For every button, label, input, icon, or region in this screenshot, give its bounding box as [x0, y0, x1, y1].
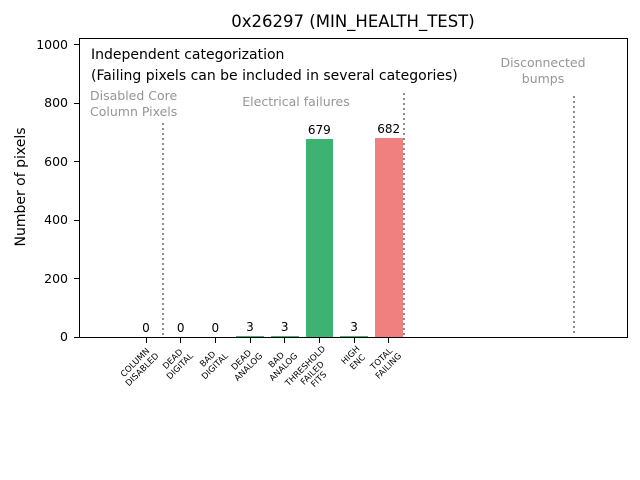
y-tick-mark [74, 219, 79, 221]
bar-value-label-dead-analog: 3 [246, 320, 254, 334]
region-label-electrical-failures: Electrical failures [242, 94, 350, 109]
x-tick-label-column-disabled: COLUMN DISABLED [119, 346, 162, 389]
y-tick-mark [74, 278, 79, 280]
region-label-disconnected-bumps: Disconnected bumps [500, 55, 586, 86]
bar-value-label-dead-digital: 0 [176, 321, 185, 335]
annotation-line1: Independent categorization [91, 47, 285, 63]
separator-line [162, 123, 165, 336]
y-tick-label: 200 [44, 270, 68, 286]
y-tick-label: 1000 [36, 36, 68, 52]
annotation-line2: (Failing pixels can be included in sever… [91, 68, 458, 84]
bar-total-failing [374, 137, 403, 337]
x-tick-mark [180, 338, 182, 343]
y-tick-label: 600 [44, 153, 68, 169]
y-axis-label: Number of pixels [13, 127, 29, 247]
bar-high-enc [340, 336, 368, 337]
y-tick-mark [74, 102, 79, 104]
y-tick-mark [74, 336, 79, 338]
bar-dead-analog [236, 336, 264, 337]
x-tick-mark [249, 338, 251, 343]
bar-value-label-bad-analog: 3 [280, 320, 289, 334]
bar-value-label-threshold-failed-fits: 679 [307, 122, 331, 137]
bar-bad-analog [270, 336, 299, 337]
y-tick-label: 400 [44, 212, 68, 228]
x-tick-mark [388, 338, 390, 343]
x-tick-label-bad-digital: BAD DIGITAL [198, 349, 231, 382]
x-tick-label-dead-digital: DEAD DIGITAL [161, 347, 196, 382]
x-tick-mark [353, 338, 355, 343]
bar-value-label-column-disabled: 0 [142, 321, 150, 335]
chart-title: 0x26297 (MIN_HEALTH_TEST) [231, 12, 475, 31]
x-tick-label-dead-analog: DEAD ANALOG [230, 348, 266, 384]
bar-value-label-total-failing: 682 [377, 121, 401, 136]
x-tick-mark [214, 338, 216, 343]
bar-threshold-failed-fits [305, 138, 334, 337]
y-tick-label: 800 [44, 95, 68, 111]
region-label-disabled-core-column-pixels: Disabled Core Column Pixels [90, 88, 178, 119]
y-tick-mark [74, 44, 79, 46]
y-tick-mark [74, 161, 79, 163]
x-tick-mark [284, 338, 286, 343]
x-tick-mark [145, 338, 147, 343]
y-tick-label: 0 [60, 329, 68, 344]
separator-line [573, 96, 576, 336]
separator-line [403, 93, 406, 336]
bar-value-label-bad-digital: 0 [211, 321, 220, 335]
bar-value-label-high-enc: 3 [350, 320, 358, 334]
x-tick-label-high-enc: HIGH ENC [339, 344, 368, 373]
x-tick-label-total-failing: TOTAL FAILING [368, 346, 404, 382]
x-tick-mark [318, 338, 320, 343]
plot-area [79, 38, 628, 338]
